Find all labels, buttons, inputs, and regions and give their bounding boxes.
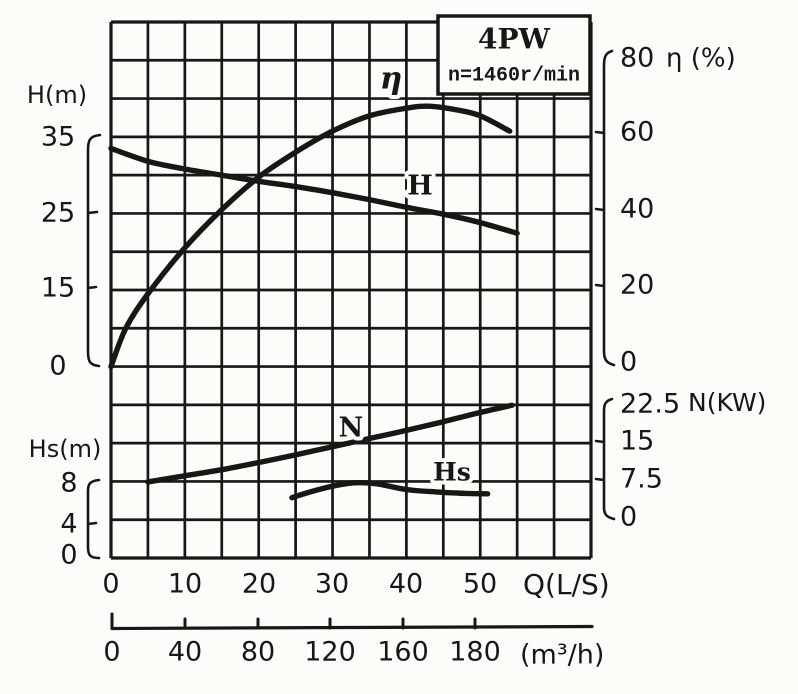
h-curve-label: H — [407, 171, 433, 202]
eta-axis-tick-label: 0 — [620, 347, 637, 378]
m3h-axis-tick-label: 40 — [168, 637, 202, 668]
eta-axis-title: η (%) — [666, 44, 736, 74]
eta-axis-tick-label: 20 — [620, 270, 654, 301]
h-axis-tick-label: 15 — [41, 273, 75, 304]
q-axis-tick-label: 30 — [315, 569, 349, 600]
n-axis-bracket — [594, 397, 616, 521]
hs-axis-tick-label: 0 — [60, 540, 77, 571]
title-box — [436, 14, 592, 96]
eta-curve-label: η — [380, 61, 403, 97]
m3h-scale-bar — [110, 612, 594, 631]
m3h-scale-line — [110, 624, 594, 631]
m3h-axis-tick-label: 0 — [103, 637, 120, 668]
m3h-axis-tick-label: 160 — [377, 637, 429, 668]
hs-axis-bracket — [86, 478, 101, 560]
eta-axis-tick-label: 80 — [620, 43, 654, 74]
q-axis-title: Q(L/S) — [523, 568, 610, 601]
curve-hs — [289, 479, 491, 501]
m3h-axis-tick-label: 120 — [304, 637, 356, 668]
grid — [109, 20, 593, 560]
h-axis-title: H(m) — [27, 81, 87, 109]
n-curve-label: N — [339, 413, 364, 444]
h-axis-tick-label: 0 — [49, 351, 66, 382]
n-axis-tick-label: 0 — [620, 502, 637, 533]
axis-brackets — [86, 49, 616, 560]
q-axis-tick-label: 10 — [168, 569, 202, 600]
m3h-axis-tick-label: 180 — [449, 637, 501, 668]
hs-axis-tick-label: 8 — [60, 468, 77, 499]
hs-axis-title: Hs(m) — [29, 435, 102, 463]
n-axis-tick-label: 7.5 — [620, 464, 663, 495]
n-axis-title: N(KW) — [688, 388, 766, 417]
curve-n — [145, 402, 515, 485]
curve-eta — [108, 103, 513, 370]
pump-speed-label: n=1460r/min — [448, 64, 580, 87]
curve-h — [108, 145, 520, 236]
m3h-axis-title: (m³/h) — [520, 640, 604, 671]
hs-axis-tick-label: 4 — [60, 509, 77, 540]
q-axis-tick-label: 20 — [242, 569, 276, 600]
pump-model-label: 4PW — [478, 23, 551, 56]
m3h-axis-tick-label: 80 — [241, 637, 275, 668]
hs-curve-label: Hs — [433, 458, 471, 487]
n-axis-tick-label: 22.5 — [620, 389, 680, 420]
q-axis-tick-label: 40 — [389, 569, 423, 600]
eta-axis-bracket — [594, 49, 616, 367]
eta-axis-tick-label: 60 — [620, 117, 654, 148]
q-axis-tick-label: 50 — [463, 569, 497, 600]
curves — [108, 103, 520, 501]
h-axis-tick-label: 35 — [41, 122, 75, 153]
n-axis-tick-label: 15 — [620, 426, 654, 457]
eta-axis-tick-label: 40 — [620, 194, 654, 225]
h-axis-tick-label: 25 — [41, 198, 75, 229]
h-axis-bracket — [86, 133, 102, 368]
q-axis-tick-label: 0 — [102, 569, 119, 600]
